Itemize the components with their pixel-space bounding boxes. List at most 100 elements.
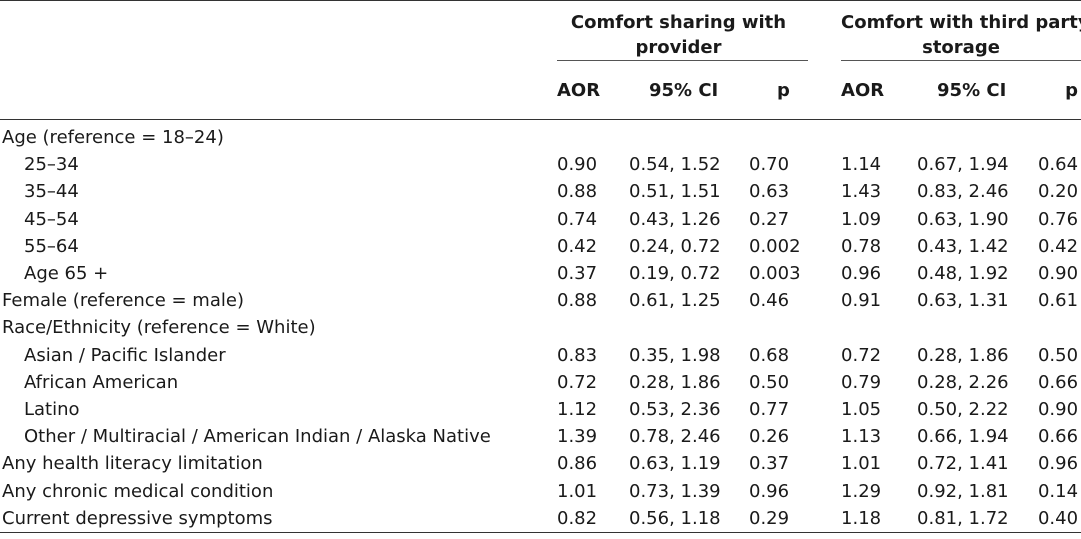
table-row: 25–34 0.90 0.54, 1.52 0.70 1.14 0.67, 1.94 0.6… xyxy=(0,151,1081,178)
cell-p-provider xyxy=(749,314,808,341)
col-header-p-provider: p xyxy=(777,79,790,101)
group-header-row: Comfort sharing with provider Comfort wi… xyxy=(0,0,1081,61)
row-label: Latino xyxy=(24,399,80,421)
table-header: Comfort sharing with provider Comfort wi… xyxy=(0,0,1081,120)
column-gap xyxy=(808,423,841,450)
group-header-storage-line1: Comfort with third party xyxy=(841,12,1081,33)
cell-p-storage: 0.64 xyxy=(1037,154,1079,176)
cell-ci-storage: 0.83, 2.46 xyxy=(917,181,1009,203)
cell-aor-provider: 1.12 xyxy=(557,399,598,421)
cell-aor-provider: 1.01 xyxy=(557,480,598,502)
cell-p-provider: 0.68 xyxy=(749,344,790,366)
row-label: 25–34 xyxy=(24,154,79,176)
cell-ci-provider: 0.63, 1.19 xyxy=(629,453,721,475)
cell-p-provider: 0.003 xyxy=(749,263,801,285)
cell-ci-storage: 0.66, 1.94 xyxy=(917,426,1009,448)
table-row: Any health literacy limitation 0.86 0.63, … xyxy=(0,450,1081,477)
cell-ci-provider xyxy=(629,314,749,341)
cell-ci-provider xyxy=(629,120,749,152)
column-gap xyxy=(808,287,841,314)
cell-p-storage: 0.42 xyxy=(1037,235,1079,257)
cell-p-storage: 0.90 xyxy=(1037,399,1079,421)
cell-ci-provider: 0.73, 1.39 xyxy=(629,480,721,502)
cell-ci-storage: 0.43, 1.42 xyxy=(917,235,1009,257)
cell-ci-provider: 0.24, 0.72 xyxy=(629,235,721,257)
group-header-provider: Comfort sharing with provider xyxy=(557,0,809,61)
table-row: Asian / Pacific Islander 0.83 0.35, 1.98 0.… xyxy=(0,342,1081,369)
cell-ci-provider: 0.56, 1.18 xyxy=(629,507,721,529)
row-label: Current depressive symptoms xyxy=(2,507,273,529)
row-label: Female (reference = male) xyxy=(2,290,244,312)
table-row: Age 65 + 0.37 0.19, 0.72 0.003 0.96 0.48, 1.9… xyxy=(0,260,1081,287)
stub-header xyxy=(0,1,557,61)
cell-aor-storage: 0.79 xyxy=(841,371,882,393)
column-gap xyxy=(808,206,841,233)
cell-aor-provider: 0.37 xyxy=(557,263,598,285)
cell-aor-provider: 0.88 xyxy=(557,290,598,312)
col-header-aor-provider: AOR xyxy=(557,79,601,101)
column-gap xyxy=(808,342,841,369)
cell-aor-storage: 1.29 xyxy=(841,480,882,502)
row-label: Race/Ethnicity (reference = White) xyxy=(2,317,316,339)
cell-ci-provider: 0.51, 1.51 xyxy=(629,181,721,203)
cell-p-provider xyxy=(749,120,808,152)
cell-aor-provider: 1.39 xyxy=(557,426,598,448)
cell-p-storage: 0.66 xyxy=(1037,371,1079,393)
cell-aor-storage: 0.96 xyxy=(841,263,882,285)
cell-ci-storage: 0.50, 2.22 xyxy=(917,399,1009,421)
row-label: Any health literacy limitation xyxy=(2,453,263,475)
cell-p-provider: 0.29 xyxy=(749,507,790,529)
cell-ci-provider: 0.19, 0.72 xyxy=(629,263,721,285)
cell-aor-storage: 1.43 xyxy=(841,181,882,203)
column-gap xyxy=(808,450,841,477)
cell-p-provider: 0.37 xyxy=(749,453,790,475)
column-gap xyxy=(808,369,841,396)
table-row: Latino 1.12 0.53, 2.36 0.77 1.05 0.50, 2.22 0.… xyxy=(0,396,1081,423)
cell-p-storage: 0.90 xyxy=(1037,263,1079,285)
row-label: African American xyxy=(24,371,179,393)
cell-p-storage: 0.40 xyxy=(1037,507,1079,529)
cell-ci-storage: 0.28, 2.26 xyxy=(917,371,1009,393)
table-row: 45–54 0.74 0.43, 1.26 0.27 1.09 0.63, 1.90 0.7… xyxy=(0,206,1081,233)
cell-p-provider: 0.70 xyxy=(749,154,790,176)
col-header-ci-storage: 95% CI xyxy=(937,79,1007,101)
group-header-provider-line2: provider xyxy=(635,37,722,58)
table-row: African American 0.72 0.28, 1.86 0.50 0.79 0.… xyxy=(0,369,1081,396)
cell-ci-storage: 0.72, 1.41 xyxy=(917,453,1009,475)
cell-ci-storage: 0.63, 1.31 xyxy=(917,290,1009,312)
cell-aor-storage: 0.91 xyxy=(841,290,882,312)
cell-aor-storage xyxy=(841,314,917,341)
cell-aor-storage: 1.01 xyxy=(841,453,882,475)
cell-aor-storage: 1.18 xyxy=(841,507,882,529)
col-header-p-storage: p xyxy=(1065,79,1079,101)
cell-ci-storage: 0.92, 1.81 xyxy=(917,480,1009,502)
column-gap xyxy=(808,178,841,205)
cell-aor-provider: 0.86 xyxy=(557,453,598,475)
cell-p-storage: 0.76 xyxy=(1037,208,1079,230)
cell-aor-provider: 0.88 xyxy=(557,181,598,203)
cell-ci-storage xyxy=(917,314,1037,341)
cell-aor-storage: 1.09 xyxy=(841,208,882,230)
cell-aor-provider xyxy=(557,314,629,341)
column-gap xyxy=(808,120,841,152)
cell-ci-provider: 0.43, 1.26 xyxy=(629,208,721,230)
column-gap xyxy=(808,396,841,423)
row-label: 55–64 xyxy=(24,235,79,257)
cell-aor-provider xyxy=(557,120,629,152)
column-gap xyxy=(808,478,841,505)
group-header-storage-line2: storage xyxy=(922,37,1000,58)
table-row: Current depressive symptoms 0.82 0.56, 1.1… xyxy=(0,505,1081,533)
table-row: Race/Ethnicity (reference = White) xyxy=(0,314,1081,341)
cell-p-provider: 0.27 xyxy=(749,208,790,230)
cell-p-storage xyxy=(1037,120,1081,152)
row-label: Age 65 + xyxy=(24,263,109,285)
cell-ci-storage: 0.67, 1.94 xyxy=(917,154,1009,176)
cell-aor-provider: 0.83 xyxy=(557,344,598,366)
col-header-ci-provider: 95% CI xyxy=(649,79,719,101)
cell-aor-provider: 0.82 xyxy=(557,507,598,529)
table-body: Age (reference = 18–24) 25–34 0.90 0.54, 1.… xyxy=(0,120,1081,533)
cell-aor-provider: 0.42 xyxy=(557,235,598,257)
cell-p-provider: 0.96 xyxy=(749,480,790,502)
table-row: 35–44 0.88 0.51, 1.51 0.63 1.43 0.83, 2.46 0.2… xyxy=(0,178,1081,205)
cell-aor-provider: 0.72 xyxy=(557,371,598,393)
